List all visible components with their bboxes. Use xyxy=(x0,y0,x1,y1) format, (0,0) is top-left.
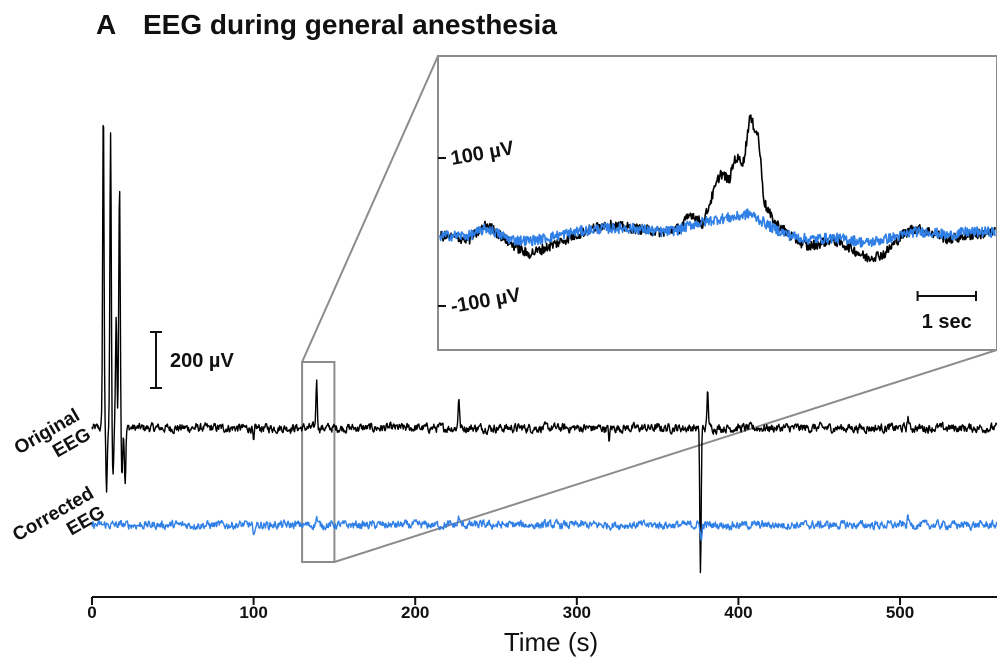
series-corrected-line xyxy=(91,514,997,541)
x-tick-label: 500 xyxy=(886,603,914,622)
x-axis-ticks: 0 100 200 300 400 500 xyxy=(87,597,914,622)
highlight-window xyxy=(301,361,336,563)
x-tick-label: 300 xyxy=(563,603,591,622)
inset-frame xyxy=(437,55,997,351)
inset-corrected-line xyxy=(439,208,996,248)
series-original-line xyxy=(91,124,997,574)
zoom-line-top xyxy=(301,55,439,363)
series-label-corrected: Corrected EEG xyxy=(9,483,108,546)
panel-letter: A xyxy=(96,9,116,40)
inset-original-line xyxy=(439,114,996,263)
amplitude-scale-bar: 200 µV xyxy=(150,331,234,389)
zoom-line-bottom xyxy=(334,349,997,563)
figure-title: EEG during general anesthesia xyxy=(143,9,557,40)
x-axis-label: Time (s) xyxy=(504,627,598,657)
x-tick-label: 200 xyxy=(401,603,429,622)
main-traces xyxy=(91,124,997,574)
x-axis: 0 100 200 300 400 500 Time (s) xyxy=(87,596,997,657)
series-label-original: Original EEG xyxy=(11,405,95,462)
x-tick-label: 0 xyxy=(87,603,96,622)
zoom-overlay xyxy=(301,55,997,563)
scale-bar-label: 200 µV xyxy=(170,350,234,372)
inset-zoom-view: 100 µV-100 µV 1 sec xyxy=(438,114,996,333)
x-tick-label: 400 xyxy=(724,603,752,622)
x-tick-label: 100 xyxy=(239,603,267,622)
time-scale-bar-label: 1 sec xyxy=(922,311,972,333)
